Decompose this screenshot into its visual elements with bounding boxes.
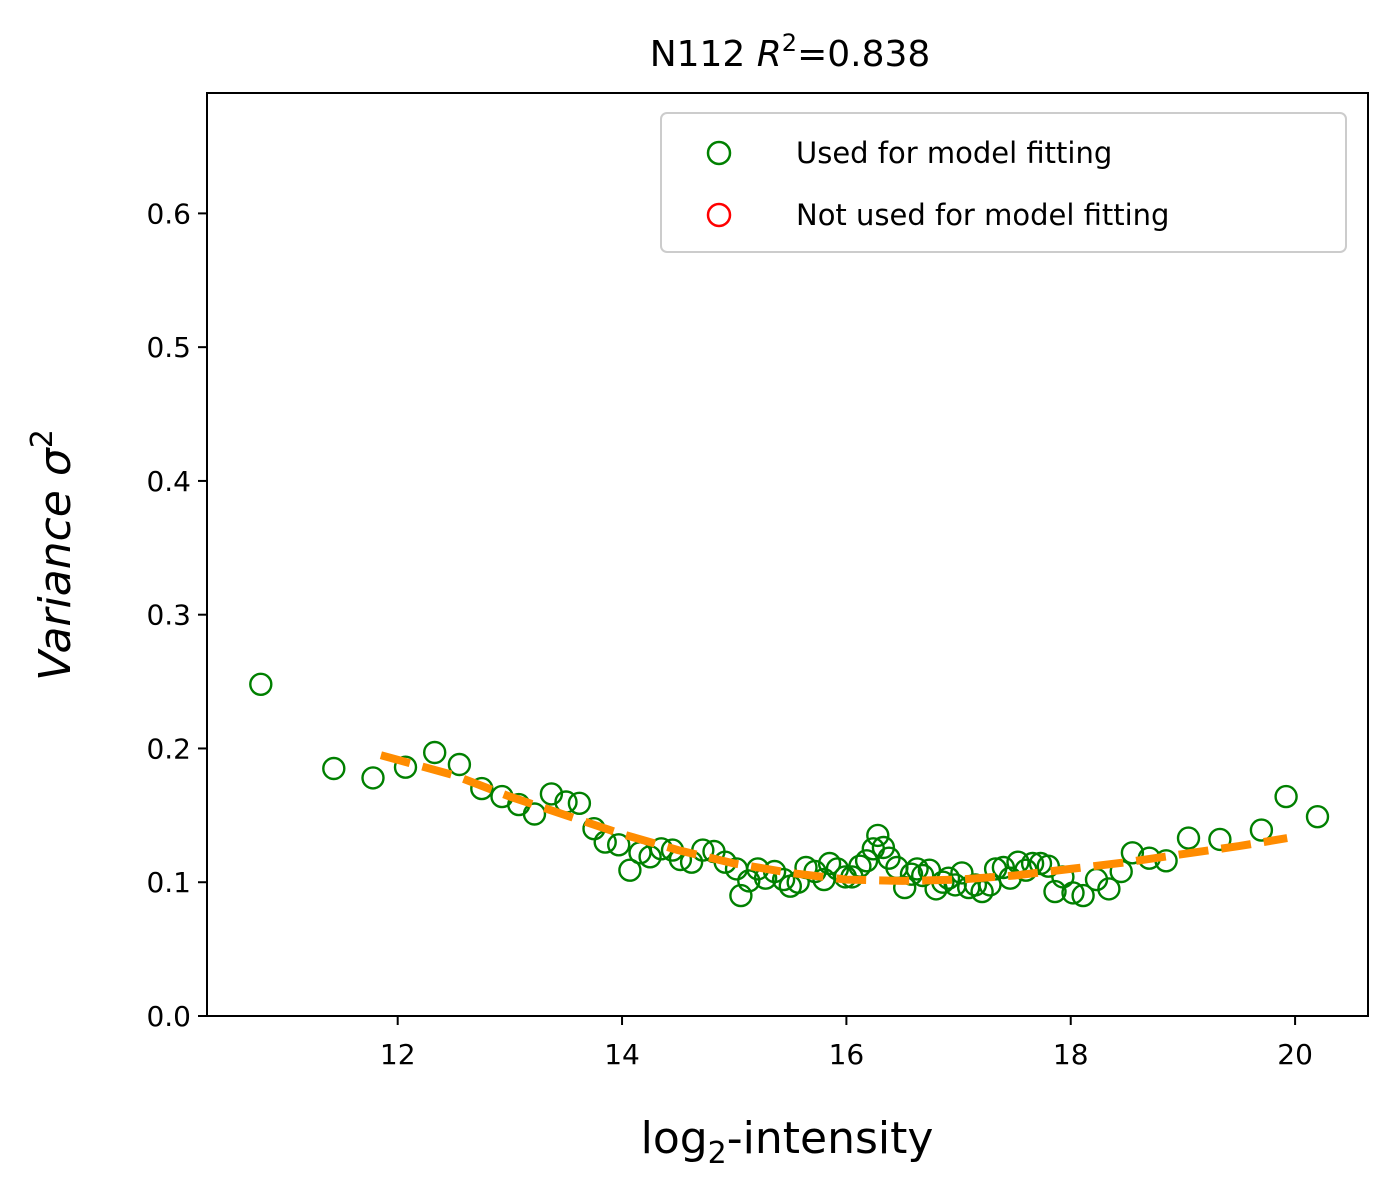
data-point	[729, 883, 753, 908]
data-point	[249, 672, 273, 696]
x-tick-label: 20	[1277, 1038, 1313, 1071]
legend: Used for model fitting Not used for mode…	[660, 112, 1347, 253]
y-tick-label: 0.0	[146, 1000, 191, 1033]
title-prefix: N112	[650, 34, 757, 75]
data-point	[866, 823, 890, 848]
data-point	[1120, 841, 1145, 865]
data-point	[899, 862, 924, 886]
data-point	[618, 858, 642, 882]
data-point	[539, 782, 564, 806]
data-point	[1274, 784, 1298, 809]
fit-line	[379, 751, 1288, 885]
ticks: 12 14 16 18 20 0.0 0.1 0.2 0.3 0.4 0.5 0.6	[146, 197, 1312, 1071]
data-point	[567, 791, 592, 815]
axes-frame	[206, 92, 1369, 1017]
data-point	[470, 776, 494, 801]
y-axis-label: Variance σ2	[25, 429, 81, 681]
y-label-superscript: 2	[25, 429, 60, 448]
x-axis-label: log2-intensity	[641, 1113, 934, 1171]
data-point	[607, 833, 631, 857]
data-point	[905, 857, 929, 881]
data-point	[447, 752, 472, 777]
data-point	[322, 756, 346, 781]
data-point	[871, 835, 896, 860]
y-tick-label: 0.5	[146, 331, 191, 364]
legend-marker-used	[706, 140, 732, 166]
data-point	[1071, 883, 1095, 908]
legend-label-not-used: Not used for model fitting	[796, 198, 1169, 232]
legend-marker-not-used	[706, 202, 732, 228]
data-point	[737, 869, 761, 893]
data-point	[1176, 826, 1201, 850]
x-tick-label: 16	[829, 1038, 865, 1071]
y-label-symbol: σ	[30, 447, 81, 476]
title-superscript: 2	[782, 29, 797, 57]
x-label-subscript: 2	[708, 1136, 727, 1171]
x-label-base: log	[641, 1113, 708, 1164]
y-tick-label: 0.6	[146, 197, 191, 230]
x-tick-label: 18	[1053, 1038, 1089, 1071]
data-point	[771, 867, 796, 892]
x-label-rest: -intensity	[727, 1113, 934, 1164]
data-point	[1097, 877, 1121, 901]
data-point	[393, 755, 418, 779]
legend-label-used: Used for model fitting	[796, 136, 1112, 170]
data-point	[1061, 881, 1085, 905]
title-symbol: R	[757, 34, 782, 75]
x-tick-label: 14	[604, 1038, 640, 1071]
x-tick-label: 12	[380, 1038, 416, 1071]
chart-title: N112 R2=0.838	[650, 29, 931, 75]
legend-box	[660, 112, 1347, 253]
data-point	[361, 766, 385, 790]
title-suffix: =0.838	[797, 34, 930, 75]
data-point	[1305, 805, 1330, 829]
data-point	[423, 740, 447, 765]
data-point	[593, 830, 617, 854]
data-point	[911, 863, 935, 888]
y-label-main: Variance	[30, 476, 81, 681]
data-point	[950, 861, 974, 885]
data-point	[1208, 827, 1232, 852]
data-point	[1249, 818, 1274, 842]
plot-area	[249, 672, 1330, 908]
data-point	[1043, 879, 1067, 904]
y-tick-label: 0.1	[146, 866, 191, 899]
data-point	[522, 802, 547, 826]
y-tick-label: 0.3	[146, 599, 191, 632]
y-tick-label: 0.4	[146, 465, 191, 498]
y-tick-label: 0.2	[146, 732, 191, 765]
data-point	[854, 849, 879, 873]
